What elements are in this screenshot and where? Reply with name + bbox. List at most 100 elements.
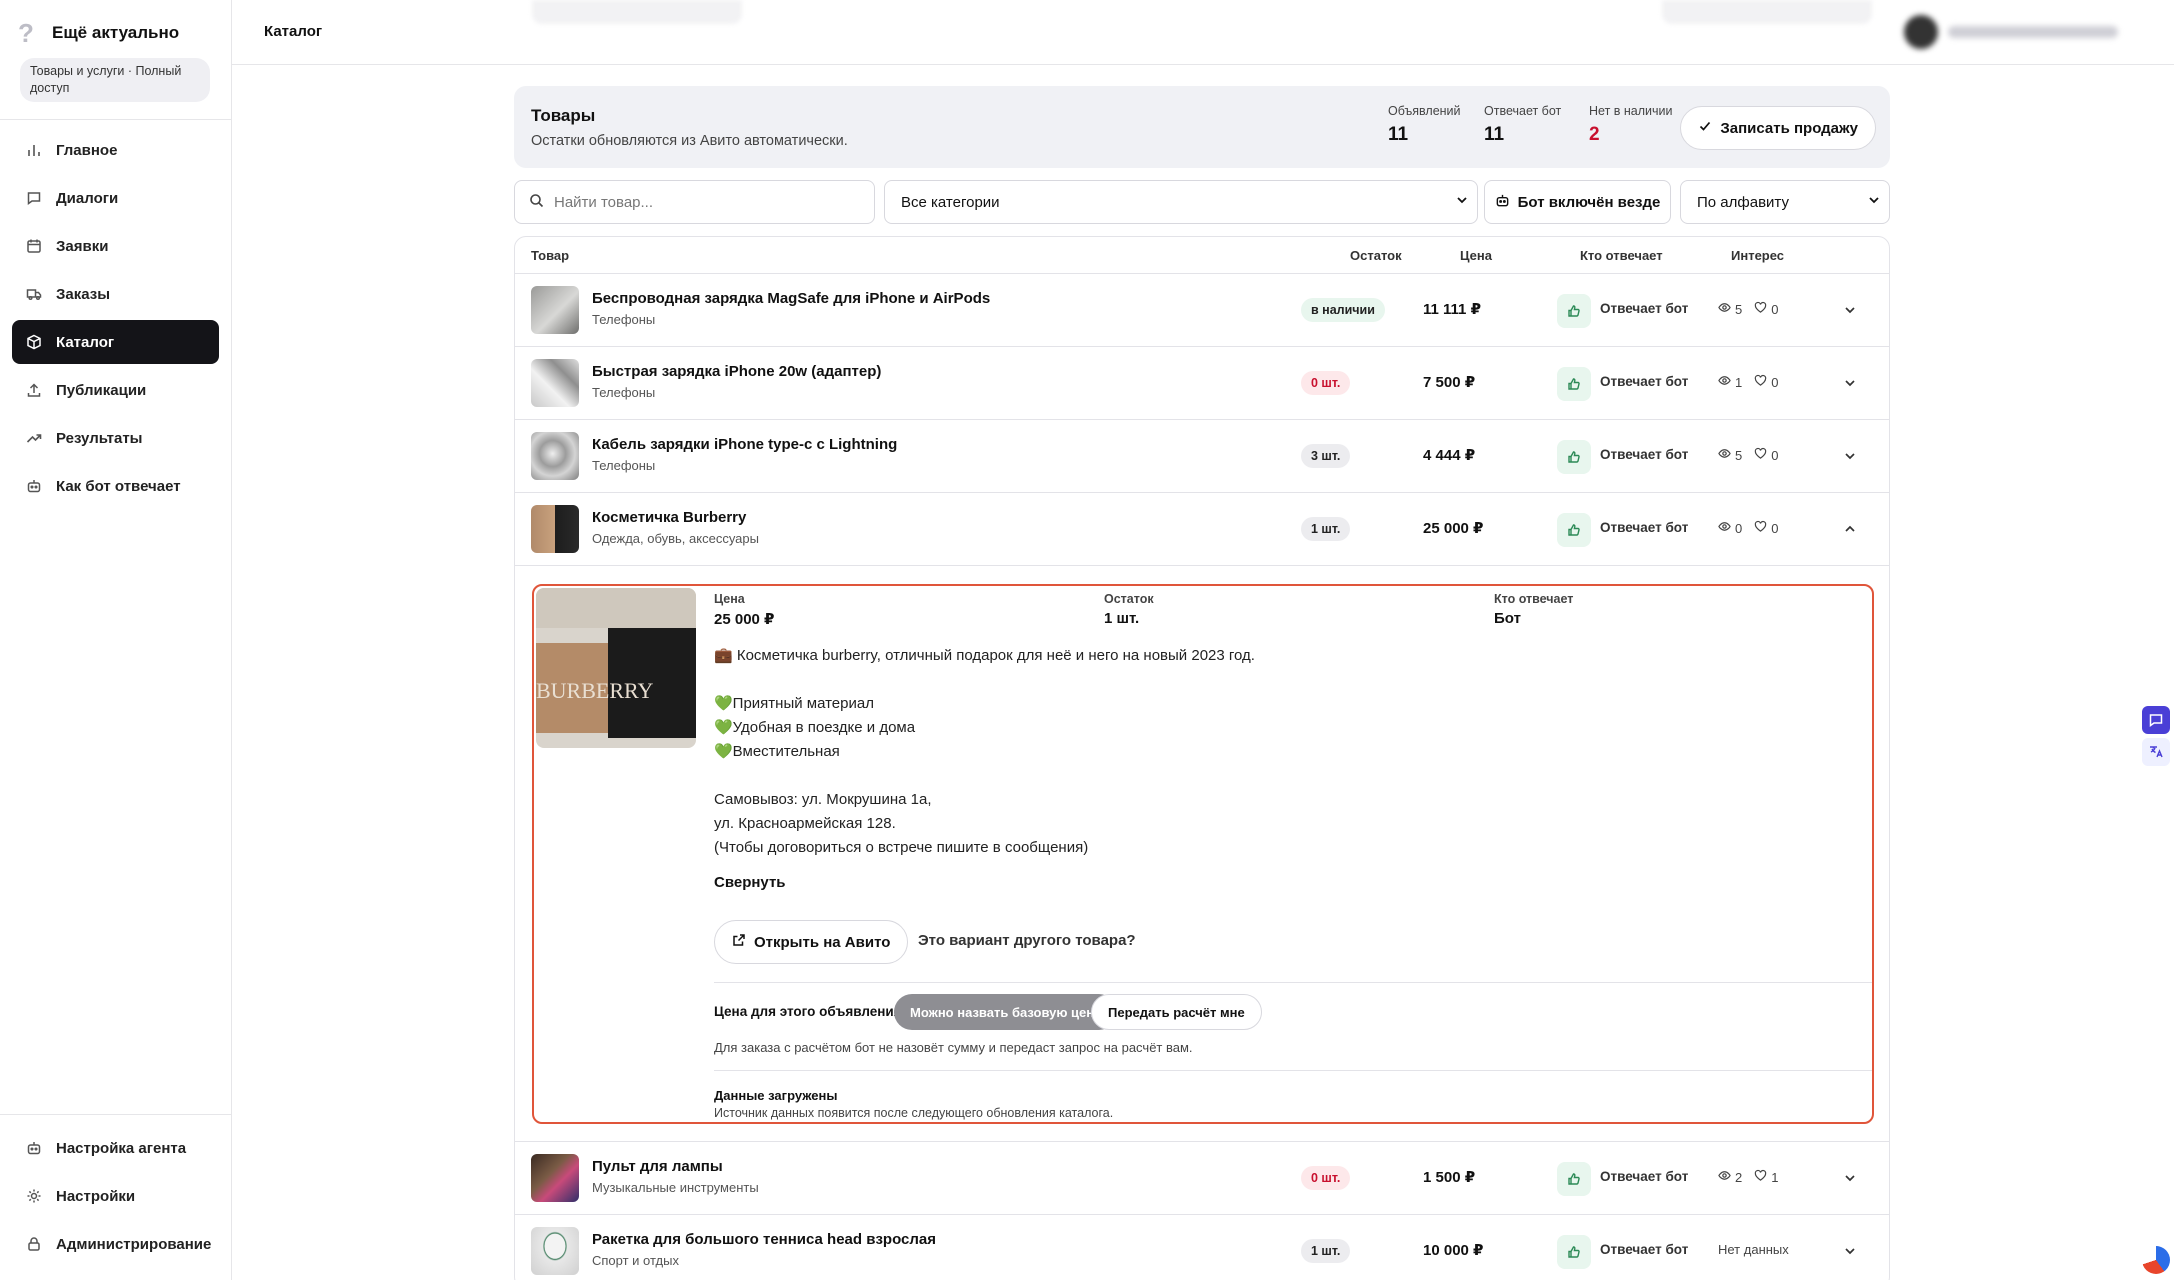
product-category: Музыкальные инструменты: [592, 1180, 759, 1195]
user-menu-blurred[interactable]: [1904, 14, 2134, 50]
stat-value: 11: [1484, 124, 1505, 145]
logo-lettering: BURBERRY: [536, 678, 653, 703]
heart-icon: [1754, 447, 1767, 463]
nav-label: Администрирование: [56, 1235, 212, 1253]
description-line: [714, 764, 1614, 788]
stat-label: Объявлений: [1388, 104, 1461, 118]
brand[interactable]: ? Ещё актуально: [18, 20, 179, 46]
description-line: (Чтобы договориться о встрече пишите в с…: [714, 839, 1089, 856]
nav-label: Заявки: [56, 237, 109, 255]
chevron-down-icon[interactable]: [1841, 374, 1859, 392]
likes-count: 1: [1771, 1169, 1779, 1185]
chevron-down-icon[interactable]: [1841, 1169, 1859, 1187]
stock-badge: в наличии: [1301, 298, 1385, 322]
record-sale-button[interactable]: Записать продажу: [1680, 106, 1876, 150]
table-row[interactable]: Беспроводная зарядка MagSafe для iPhone …: [515, 274, 1889, 347]
product-name: Быстрая зарядка iPhone 20w (адаптер): [592, 363, 882, 380]
translate-icon[interactable]: [2142, 738, 2170, 766]
product-name: Кабель зарядки iPhone type-c с Lightning: [592, 436, 898, 453]
bot-button-label: Бот включён везде: [1517, 193, 1661, 211]
who-answers: Отвечает бот: [1600, 301, 1689, 316]
price-mode-delegate-button[interactable]: Передать расчёт мне: [1091, 994, 1262, 1030]
product-thumbnail: [531, 432, 579, 480]
user-name-blurred: [1948, 26, 2118, 38]
nav-label: Настройки: [56, 1187, 136, 1205]
nav-item-publications[interactable]: Публикации: [12, 368, 219, 412]
chat-icon: [26, 190, 42, 206]
bot-enabled-everywhere-button[interactable]: Бот включён везде: [1484, 180, 1671, 224]
product-category: Телефоны: [592, 312, 656, 327]
chevron-down-icon[interactable]: [1841, 1242, 1859, 1260]
nav-item-results[interactable]: Результаты: [12, 416, 219, 460]
stock-label: Остаток: [1104, 592, 1154, 606]
stat-listings: Объявлений 11: [1388, 104, 1461, 146]
lock-icon: [26, 1236, 42, 1252]
thumbs-up-icon: [1557, 513, 1591, 547]
heart-icon: [1754, 520, 1767, 536]
search-input[interactable]: [554, 193, 854, 211]
who-answers: Отвечает бот: [1600, 520, 1689, 535]
nav-item-dialogs[interactable]: Диалоги: [12, 176, 219, 220]
blurred-element: [1662, 0, 1872, 24]
nav-item-main[interactable]: Главное: [12, 128, 219, 172]
table-row[interactable]: Ракетка для большого тенниса head взросл…: [515, 1215, 1889, 1280]
nav-item-bot-answers[interactable]: Как бот отвечает: [12, 464, 219, 508]
search-box[interactable]: [514, 180, 875, 224]
views-count: 2: [1735, 1169, 1743, 1185]
assistant-widget-icon[interactable]: [2142, 1246, 2170, 1274]
nav-label: Главное: [56, 141, 118, 159]
nav-item-orders[interactable]: Заказы: [12, 272, 219, 316]
nav-label: Как бот отвечает: [56, 477, 181, 495]
nav-item-admin[interactable]: Администрирование: [12, 1222, 219, 1266]
summary-card: Товары Остатки обновляются из Авито авто…: [514, 86, 1890, 168]
product-price: 4 444 ₽: [1423, 447, 1476, 464]
chevron-down-icon[interactable]: [1841, 447, 1859, 465]
sort-select[interactable]: По алфавиту: [1680, 180, 1890, 224]
nav-item-requests[interactable]: Заявки: [12, 224, 219, 268]
thumbs-up-icon: [1557, 1235, 1591, 1269]
chevron-down-icon[interactable]: [1841, 301, 1859, 319]
views-count: 1: [1735, 374, 1743, 390]
table-row[interactable]: Пульт для лампы Музыкальные инструменты …: [515, 1142, 1889, 1215]
product-category: Спорт и отдых: [592, 1253, 679, 1268]
sidebar-divider: [0, 119, 232, 120]
category-select[interactable]: Все категории: [884, 180, 1478, 224]
variant-of-other-product-link[interactable]: Это вариант другого товара?: [918, 932, 1136, 949]
open-avito-button[interactable]: Открыть на Авито: [714, 920, 909, 964]
table-row[interactable]: Быстрая зарядка iPhone 20w (адаптер) Тел…: [515, 347, 1889, 420]
table-row[interactable]: Кабель зарядки iPhone type-c с Lightning…: [515, 420, 1889, 493]
stock-badge: 3 шт.: [1301, 444, 1351, 468]
description-line: [714, 668, 1614, 692]
summary-title: Товары: [531, 106, 596, 125]
open-avito-label: Открыть на Авито: [754, 933, 891, 951]
stat-value: 11: [1388, 124, 1409, 145]
robot-icon: [26, 1140, 42, 1156]
who-label: Кто отвечает: [1494, 592, 1574, 606]
heart-icon: [1754, 374, 1767, 390]
product-price: 10 000 ₽: [1423, 1242, 1484, 1259]
nav-label: Настройка агента: [56, 1139, 187, 1157]
check-icon: [1698, 119, 1712, 137]
truck-icon: [26, 286, 42, 302]
stock-badge: 0 шт.: [1301, 371, 1351, 395]
nav-item-settings[interactable]: Настройки: [12, 1174, 219, 1218]
product-thumbnail: [531, 1227, 579, 1275]
data-loaded-title: Данные загружены: [714, 1088, 838, 1103]
chevron-up-icon[interactable]: [1841, 520, 1859, 538]
product-thumbnail: [531, 1154, 579, 1202]
description-line: 💚Вместительная: [714, 743, 840, 760]
nav-item-agent-settings[interactable]: Настройка агента: [12, 1126, 219, 1170]
divider: [714, 1070, 1872, 1071]
box-icon: [26, 334, 42, 350]
views-count: 5: [1735, 301, 1743, 317]
description-line: 💚Удобная в поездке и дома: [714, 719, 916, 736]
chat-widget-icon[interactable]: [2142, 706, 2170, 734]
plan-badge: Товары и услуги · Полный доступ: [20, 58, 210, 102]
table-row[interactable]: Косметичка Burberry Одежда, обувь, аксес…: [515, 493, 1889, 566]
price-mode-base-button[interactable]: Можно назвать базовую цену: [894, 994, 1118, 1030]
interest: 1 0: [1718, 374, 1778, 390]
brand-name: Ещё актуально: [52, 23, 180, 42]
external-link-icon: [732, 933, 746, 951]
collapse-link[interactable]: Свернуть: [714, 874, 786, 891]
nav-item-catalog[interactable]: Каталог: [12, 320, 219, 364]
